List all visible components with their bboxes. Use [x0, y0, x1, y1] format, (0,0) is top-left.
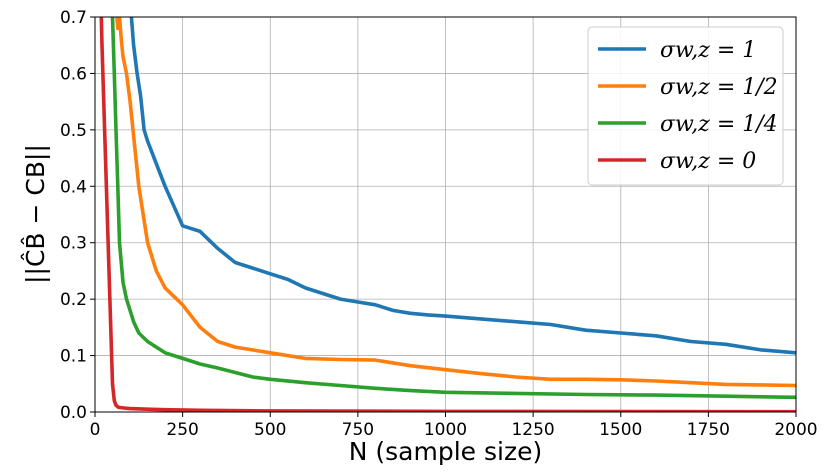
x-tick-label: 500	[254, 420, 286, 440]
x-tick-label: 2000	[774, 420, 817, 440]
y-tick-label: 0.0	[60, 403, 87, 423]
y-axis: 0.0 0.1 0.2 0.3 0.4 0.5 0.6 0.7	[60, 8, 95, 423]
x-tick-label: 0	[90, 420, 101, 440]
series-line-1	[129, 17, 796, 355]
y-tick-label: 0.7	[60, 8, 87, 28]
legend-label: σw,z = 1/4	[660, 112, 778, 137]
legend-label: σw,z = 1/2	[660, 75, 778, 100]
y-tick-label: 0.4	[60, 177, 87, 197]
series-line-4	[99, 17, 796, 412]
y-axis-label: ||ĈB̂ − CB||	[20, 144, 50, 284]
y-tick-label: 0.1	[60, 347, 87, 367]
x-axis: 0 250 500 750 1000 1250 1500 1750 2000	[90, 412, 818, 440]
x-tick-label: 750	[342, 420, 374, 440]
x-tick-label: 1750	[687, 420, 730, 440]
x-tick-label: 250	[166, 420, 198, 440]
x-tick-label: 1250	[511, 420, 554, 440]
legend: σw,z = 1 σw,z = 1/2 σw,z = 1/4 σw,z = 0	[587, 26, 784, 186]
series-line-2	[115, 17, 796, 388]
legend-box	[587, 26, 784, 186]
y-tick-label: 0.5	[60, 121, 87, 141]
x-tick-label: 1500	[599, 420, 642, 440]
x-axis-label: N (sample size)	[349, 437, 542, 466]
series-line-3	[110, 17, 796, 400]
series-layer	[99, 17, 796, 412]
legend-label: σw,z = 0	[660, 149, 756, 174]
legend-label: σw,z = 1	[660, 38, 756, 63]
y-tick-label: 0.6	[60, 64, 87, 84]
y-tick-label: 0.3	[60, 234, 87, 254]
y-tick-label: 0.2	[60, 290, 87, 310]
x-tick-label: 1000	[424, 420, 467, 440]
